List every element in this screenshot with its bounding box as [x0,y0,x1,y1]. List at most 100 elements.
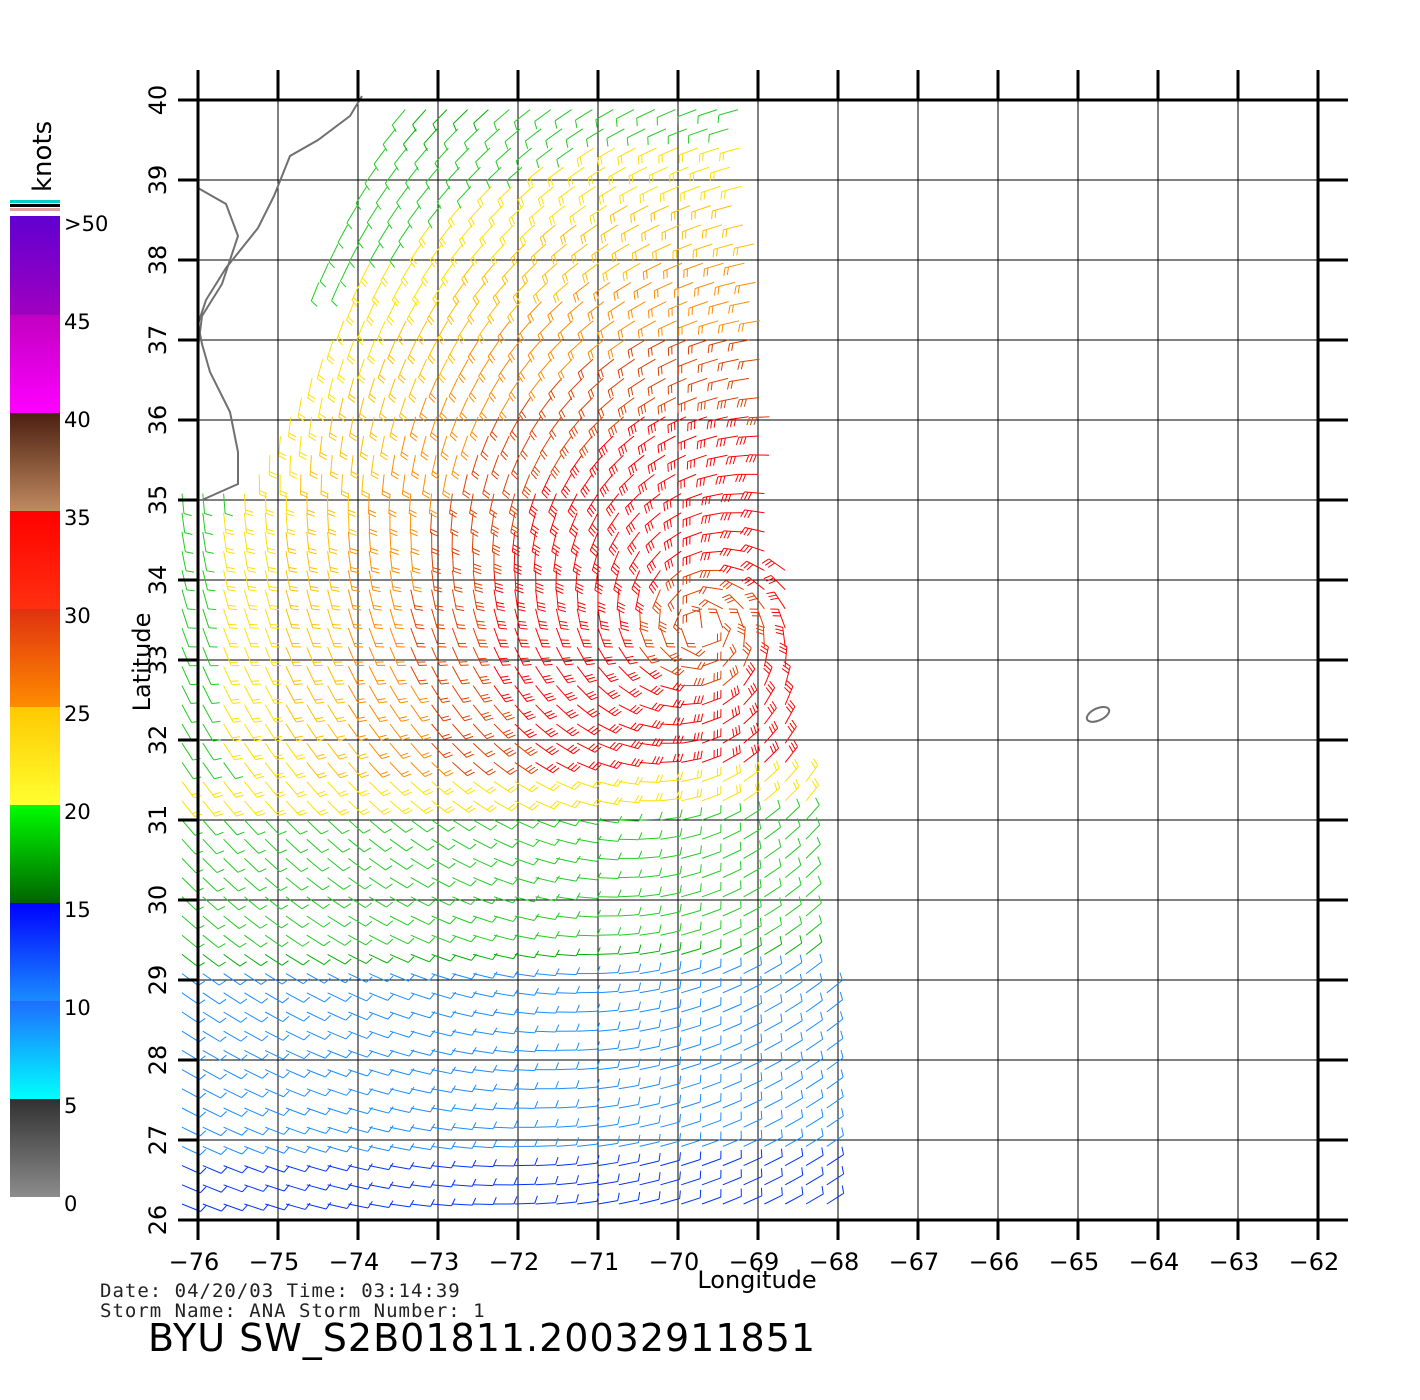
wind-barb [202,1203,228,1212]
wind-barb [499,397,510,422]
wind-barb [764,740,780,763]
wind-barb [434,147,449,171]
wind-barb [597,704,622,717]
wind-barb [202,685,220,704]
wind-barb [223,589,237,611]
wind-barb [618,722,644,732]
wind-barb [764,1071,783,1090]
wind-barb [784,719,797,744]
wind-barb [264,589,279,611]
wind-barb [410,1161,435,1170]
wind-barb [577,1117,600,1128]
wind-barb [534,109,552,130]
colorbar-tick-label: >50 [64,212,109,236]
wind-barb [493,109,510,131]
wind-barb [202,1165,228,1174]
wind-barb [639,774,664,783]
wind-barb [639,811,663,821]
wind-barb [742,642,752,667]
wind-barb [639,608,649,632]
wind-barb [473,1140,497,1149]
wind-barb [722,803,742,821]
wind-barb [493,1120,518,1129]
wind-barb [701,224,723,239]
wind-barb [410,551,421,574]
wind-barb [458,358,469,384]
wind-barb [514,608,528,630]
wind-barb [613,570,623,595]
wind-barb [617,397,635,418]
wind-barb [285,877,309,891]
wind-barb [514,1119,539,1128]
wind-barb [784,1032,803,1051]
wind-barb [577,780,602,789]
wind-barb [398,224,411,249]
wind-barb [597,646,617,665]
wind-barb [514,627,530,648]
wind-barb [223,1049,248,1061]
wind-barb [202,896,226,911]
wind-barb [389,838,414,852]
wind-barb [452,1084,477,1093]
wind-barb [493,1177,518,1186]
wind-barb [719,147,740,162]
wind-barb [477,186,492,209]
wind-barb [493,951,519,960]
wind-barb [306,1107,332,1116]
wind-barb [805,1070,824,1090]
wind-barb [285,896,310,910]
wind-barb [431,531,440,556]
wind-barb [472,742,496,758]
wind-barb [348,877,372,890]
wind-barb [701,862,722,879]
wind-barb [493,646,511,666]
wind-barb [348,1049,373,1058]
wind-barb [618,813,643,822]
wind-barb [701,997,722,1013]
wind-barb [348,1182,373,1190]
wind-barb [743,1149,763,1167]
wind-barb [784,1070,803,1090]
wind-barb [223,1126,248,1136]
wind-barb [410,666,429,685]
wind-barb [410,800,434,814]
wind-barb [606,128,625,147]
wind-barb [327,608,342,629]
wind-barb [560,224,577,245]
wind-barb [223,1011,248,1023]
wind-barb [306,992,331,1003]
wind-barb [368,570,381,593]
wind-barb [452,1141,477,1149]
wind-barb [285,1069,311,1078]
wind-barb [493,1007,519,1016]
wind-barb [348,915,373,927]
wind-barb [556,742,581,755]
wind-barb [514,838,540,847]
wind-barb [535,666,555,684]
wind-barb [223,647,240,667]
wind-barb [223,723,242,742]
wind-barb [348,857,372,871]
wind-barb [454,147,470,170]
wind-barb [743,937,762,955]
wind-barb [682,493,703,509]
wind-barb [264,704,284,723]
wind-barb [327,1107,353,1115]
wind-barb [452,915,477,924]
wind-barb [568,378,583,401]
wind-barb [429,416,438,442]
wind-barb [327,915,352,928]
wind-barb [701,1131,722,1147]
wind-barb [389,934,415,945]
wind-barb [565,128,584,148]
wind-barb [701,512,723,525]
wind-barb [721,594,744,610]
wind-barb [410,1086,436,1094]
wind-barb [202,877,225,892]
wind-barb [410,1029,436,1038]
wind-barb [223,685,241,704]
wind-barb [697,109,718,124]
wind-barb [202,723,222,742]
wind-barb [805,1011,823,1032]
wind-barb [452,1065,477,1074]
